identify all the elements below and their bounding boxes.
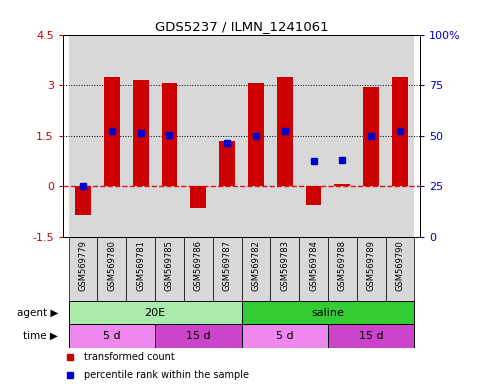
Bar: [133, 80, 149, 186]
Bar: [219, 141, 235, 186]
Bar: [328, 35, 357, 237]
Bar: [357, 35, 385, 237]
Bar: [126, 35, 155, 237]
Bar: [155, 35, 184, 237]
Text: GSM569784: GSM569784: [309, 240, 318, 291]
Bar: [98, 237, 126, 301]
Text: GSM569785: GSM569785: [165, 240, 174, 291]
Bar: [357, 237, 385, 301]
Text: 20E: 20E: [144, 308, 166, 318]
Bar: [190, 186, 206, 208]
Text: 15 d: 15 d: [186, 331, 211, 341]
Bar: [161, 83, 177, 186]
Text: GSM569783: GSM569783: [280, 240, 289, 291]
Bar: [104, 77, 120, 186]
Text: percentile rank within the sample: percentile rank within the sample: [84, 370, 249, 380]
Text: GSM569781: GSM569781: [136, 240, 145, 291]
Bar: [242, 35, 270, 237]
Text: GSM569788: GSM569788: [338, 240, 347, 291]
Bar: [213, 237, 242, 301]
Bar: [155, 237, 184, 301]
Text: GSM569790: GSM569790: [396, 240, 405, 291]
Bar: [299, 35, 328, 237]
Bar: [270, 237, 299, 301]
Text: 15 d: 15 d: [359, 331, 384, 341]
Bar: [242, 301, 414, 324]
Text: transformed count: transformed count: [84, 352, 175, 362]
Bar: [242, 324, 328, 348]
Bar: [306, 186, 322, 205]
Text: agent ▶: agent ▶: [16, 308, 58, 318]
Bar: [184, 237, 213, 301]
Text: GSM569780: GSM569780: [107, 240, 116, 291]
Bar: [277, 77, 293, 186]
Bar: [299, 237, 328, 301]
Bar: [155, 324, 242, 348]
Bar: [69, 237, 98, 301]
Bar: [363, 87, 379, 186]
Bar: [69, 324, 155, 348]
Text: 5 d: 5 d: [276, 331, 294, 341]
Bar: [385, 35, 414, 237]
Text: saline: saline: [312, 308, 344, 318]
Bar: [334, 184, 350, 186]
Text: GSM569779: GSM569779: [78, 240, 87, 291]
Text: GSM569786: GSM569786: [194, 240, 203, 291]
Bar: [242, 237, 270, 301]
Bar: [248, 83, 264, 186]
Bar: [328, 237, 357, 301]
Text: GSM569789: GSM569789: [367, 240, 376, 291]
Bar: [75, 186, 91, 215]
Bar: [126, 237, 155, 301]
Bar: [69, 301, 242, 324]
Text: 5 d: 5 d: [103, 331, 121, 341]
Text: GSM569787: GSM569787: [223, 240, 231, 291]
Text: time ▶: time ▶: [23, 331, 58, 341]
Bar: [213, 35, 242, 237]
Bar: [98, 35, 126, 237]
Bar: [270, 35, 299, 237]
Bar: [385, 237, 414, 301]
Bar: [184, 35, 213, 237]
Bar: [392, 77, 408, 186]
Text: GSM569782: GSM569782: [252, 240, 260, 291]
Bar: [328, 324, 414, 348]
Bar: [69, 35, 98, 237]
Title: GDS5237 / ILMN_1241061: GDS5237 / ILMN_1241061: [155, 20, 328, 33]
